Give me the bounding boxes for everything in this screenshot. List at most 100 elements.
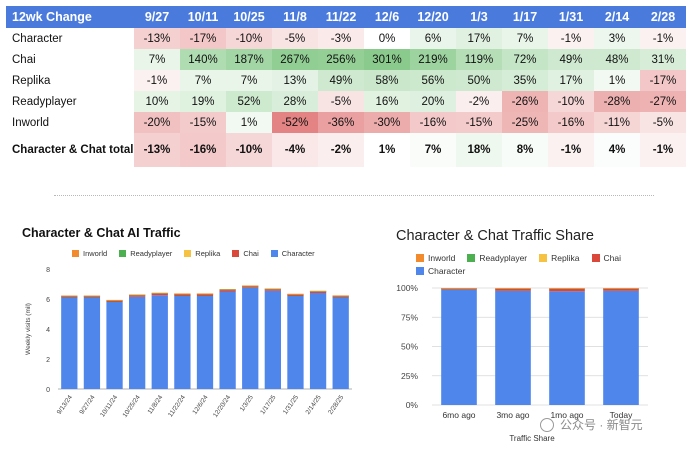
bar-character bbox=[61, 297, 78, 389]
table-cell: 7% bbox=[134, 49, 180, 70]
table-cell: -4% bbox=[272, 133, 318, 167]
table-cell: -15% bbox=[180, 112, 226, 133]
wechat-icon bbox=[540, 417, 554, 432]
bar-chai bbox=[83, 296, 101, 298]
table-cell: 17% bbox=[456, 28, 502, 49]
legend-swatch bbox=[591, 254, 600, 262]
table-cell: -11% bbox=[594, 112, 640, 133]
table-cell: 58% bbox=[364, 70, 410, 91]
table-cell: 20% bbox=[410, 91, 456, 112]
table-cell: 17% bbox=[548, 70, 594, 91]
legend-swatch bbox=[416, 254, 424, 262]
legend-item: Chai bbox=[232, 249, 259, 258]
bar-chai bbox=[129, 295, 146, 297]
bar-character bbox=[219, 291, 236, 389]
legend-item: Character bbox=[270, 249, 315, 258]
bar-character bbox=[196, 296, 214, 389]
table-cell: 1% bbox=[378, 144, 396, 156]
legend-label: Readyplayer bbox=[130, 249, 173, 258]
table-cell: 19% bbox=[180, 91, 226, 112]
column-header: 10/25 bbox=[226, 6, 272, 28]
table-cell: -25% bbox=[502, 112, 548, 133]
y-tick-label: 0 bbox=[46, 387, 50, 394]
bar-chai bbox=[332, 296, 349, 298]
column-header: 1/31 bbox=[548, 6, 594, 28]
table-cell: 16% bbox=[364, 91, 410, 112]
bar-chai bbox=[287, 294, 304, 296]
bar-readyplayer bbox=[61, 295, 78, 297]
column-header: 10/11 bbox=[180, 6, 226, 28]
bar-chai bbox=[219, 289, 236, 292]
table-cell: 7% bbox=[502, 28, 548, 49]
legend-item: Chai bbox=[591, 253, 621, 263]
table-cell: -1% bbox=[134, 70, 180, 91]
legend-item: Inworld bbox=[72, 249, 107, 258]
legend-label: Replika bbox=[195, 249, 221, 258]
legend-label: Inworld bbox=[83, 249, 108, 258]
table-cell: 18% bbox=[456, 133, 502, 167]
bar-character bbox=[151, 295, 168, 389]
table-cell: -17% bbox=[640, 70, 686, 91]
table-row: Inworld -20% -15% 1% -52% -36% -30% -16% -15% -25… bbox=[6, 112, 686, 133]
table-cell: -10% bbox=[548, 91, 594, 112]
legend-swatch bbox=[539, 254, 548, 262]
section-divider bbox=[54, 195, 654, 196]
row-label: Readyplayer bbox=[12, 95, 77, 108]
share-bar-character bbox=[549, 291, 585, 405]
table-corner-header: 12wk Change bbox=[6, 6, 134, 28]
legend-item: Readyplayer bbox=[467, 253, 527, 263]
table-cell: 1% bbox=[226, 112, 272, 133]
table-cell: -5% bbox=[318, 91, 364, 112]
table-cell: -2% bbox=[456, 91, 502, 112]
table-cell: 56% bbox=[410, 70, 456, 91]
table-cell: -27% bbox=[640, 91, 686, 112]
traffic-chart-legend: Inworld Readyplayer Replika Chai Character bbox=[72, 249, 327, 258]
y-tick-label: 75% bbox=[401, 312, 418, 322]
bar-character bbox=[332, 297, 349, 389]
bar-chai bbox=[151, 293, 168, 296]
row-label: Inworld bbox=[12, 116, 50, 129]
table-cell: -1% bbox=[640, 133, 686, 167]
table-cell: -26% bbox=[502, 91, 548, 112]
bar-character bbox=[242, 287, 259, 389]
watermark: 公众号 · 新智元 bbox=[540, 416, 643, 433]
table-cell: 6% bbox=[410, 28, 456, 49]
table-row: Replika -1% 7% 7% 13% 49% 58% 56% 50% 35% 17% 1% -17… bbox=[6, 70, 686, 91]
table-cell: -10% bbox=[226, 28, 272, 49]
row-label: Character bbox=[12, 32, 63, 45]
row-label: Replika bbox=[12, 74, 51, 87]
legend-swatch bbox=[184, 250, 192, 257]
bar-character bbox=[309, 293, 327, 389]
bar-character bbox=[106, 302, 123, 389]
bar-inworld bbox=[151, 292, 168, 294]
column-header: 2/14 bbox=[594, 6, 640, 28]
legend-item: Replika bbox=[184, 249, 220, 258]
bar-inworld bbox=[174, 293, 191, 295]
legend-item: Replika bbox=[539, 253, 580, 263]
table-cell: 49% bbox=[318, 70, 364, 91]
legend-item: Inworld bbox=[416, 253, 455, 263]
x-axis-label: Traffic Share bbox=[509, 434, 555, 443]
column-header: 12/20 bbox=[410, 6, 456, 28]
y-tick-label: 6 bbox=[46, 297, 50, 304]
y-tick-label: 100% bbox=[396, 283, 418, 293]
bar-character bbox=[129, 296, 146, 389]
legend-swatch bbox=[270, 250, 278, 257]
column-header: 9/27 bbox=[134, 6, 180, 28]
table-cell: 119% bbox=[456, 49, 502, 70]
bar-inworld bbox=[129, 294, 146, 296]
table-cell: -17% bbox=[180, 28, 226, 49]
y-tick-label: 25% bbox=[401, 371, 418, 381]
table-cell: 50% bbox=[456, 70, 502, 91]
y-axis-label: Weekly visits (mil) bbox=[25, 303, 32, 355]
table-cell: -1% bbox=[548, 133, 594, 167]
table-cell: -36% bbox=[318, 112, 364, 133]
legend-label: Character bbox=[281, 249, 315, 258]
table-cell: -10% bbox=[226, 133, 272, 167]
share-bar-inworld bbox=[603, 288, 639, 289]
table-cell: 301% bbox=[364, 49, 410, 70]
table-cell: 3% bbox=[594, 28, 640, 49]
table-cell: 10% bbox=[134, 91, 180, 112]
